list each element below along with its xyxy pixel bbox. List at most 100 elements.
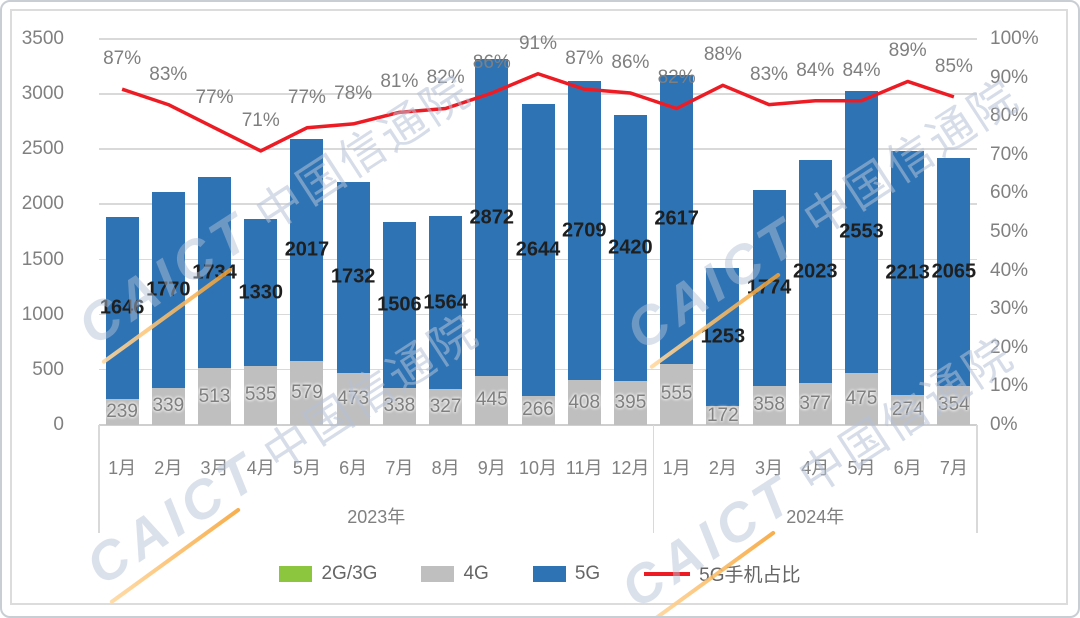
bar-segment-4g [429,388,463,425]
bar-segment-5g [244,219,278,366]
right-axis-tick: 0% [990,414,1018,435]
value-label-5g: 1646 [99,296,145,319]
value-label-4g: 377 [799,393,832,415]
left-axis-tick: 1000 [21,303,64,325]
value-label-4g: 327 [429,395,462,417]
month-label: 11月 [565,458,603,478]
bar-segment-4g [660,363,694,425]
month-label: 1月 [108,458,137,478]
percent-label: 71% [241,109,280,131]
value-label-4g: 535 [244,384,277,406]
month-label: 2月 [154,458,183,478]
bar-segment-4g [382,387,416,425]
value-label-4g: 239 [106,400,138,422]
value-label-5g: 2644 [515,238,561,261]
percent-label: 86% [611,52,650,74]
month-label: 12月 [611,458,650,478]
value-label-4g: 172 [706,404,739,426]
bar-segment-4g [521,395,555,425]
value-label-4g: 555 [660,383,693,405]
legend-label: 5G手机占比 [699,565,801,586]
value-label-4g: 408 [568,391,601,413]
right-axis-tick: 90% [990,66,1029,88]
percent-label: 81% [380,71,419,93]
left-axis-tick: 1500 [21,248,64,270]
value-label-4g: 338 [383,395,416,417]
legend-item-5g-: 5G手机占比 [644,560,801,587]
right-axis-tick: 70% [990,143,1029,165]
left-axis-tick: 500 [32,358,64,380]
bar-segment-5g [151,192,185,388]
bar-segment-5g [105,217,139,399]
percent-label: 91% [518,32,558,54]
percent-label: 83% [750,63,789,85]
value-label-5g: 1564 [423,291,468,314]
bar-segment-5g [429,216,463,389]
percent-label: 89% [888,40,927,62]
month-label: 5月 [847,458,876,478]
legend-label: 5G [574,562,601,584]
value-label-4g: 475 [845,387,878,409]
bar-segment-4g [706,406,740,425]
percent-label: 85% [934,55,973,77]
bar-segment-4g [151,387,185,425]
percent-label: 82% [657,67,696,89]
month-label: 10月 [518,458,558,478]
axis-band-separator [976,425,978,533]
bar-segment-5g [706,267,740,407]
value-label-5g: 1774 [746,276,792,299]
value-label-5g: 2872 [469,206,515,229]
value-label-4g: 395 [614,392,647,414]
legend-item-4g: 4G [421,563,489,585]
right-axis-tick: 100% [990,28,1039,49]
percent-label: 87% [565,48,604,70]
gridline [99,38,977,40]
value-label-4g: 513 [198,385,231,407]
legend-color-swatch [421,565,455,582]
legend-item-2g-3g: 2G/3G [279,563,377,585]
percent-label: 87% [103,48,142,70]
value-label-4g: 354 [938,394,970,416]
value-label-4g: 473 [337,387,370,409]
value-label-4g: 266 [522,399,554,421]
percent-label: 88% [703,44,742,66]
value-label-5g: 2553 [839,220,884,243]
right-axis-tick: 80% [990,105,1029,127]
value-label-5g: 2709 [561,219,607,242]
month-label: 4月 [246,458,275,478]
axis-band-separator [98,425,100,533]
month-label: 6月 [339,458,368,478]
year-label: 2024年 [786,507,845,527]
bar-segment-4g [567,380,601,425]
percent-label: 82% [426,67,465,89]
bar-segment-5g [891,150,925,395]
left-axis-tick: 3000 [21,83,64,105]
legend-color-swatch [279,565,313,582]
bar-segment-5g [336,181,370,373]
legend-item-5g: 5G [532,562,601,585]
value-label-5g: 1734 [192,261,237,284]
right-axis-tick: 20% [990,336,1029,358]
month-label: 2月 [708,458,737,478]
value-label-5g: 1506 [377,293,422,316]
value-label-5g: 2213 [885,261,930,284]
value-label-5g: 1330 [238,281,283,304]
bar-segment-4g [244,365,278,425]
month-label: 3月 [755,458,784,478]
bar-segment-5g [290,138,324,362]
value-label-5g: 2023 [793,260,838,283]
value-label-5g: 2617 [654,207,699,230]
value-label-5g: 2420 [608,236,653,259]
value-label-4g: 445 [475,389,508,411]
month-label: 7月 [385,458,414,478]
left-axis-tick: 3500 [21,28,64,49]
right-axis-tick: 40% [990,259,1029,281]
percent-label: 86% [472,52,511,74]
bar-segment-4g [336,372,370,425]
bar-segment-5g [798,160,832,384]
right-axis-tick: 60% [990,182,1029,204]
right-axis-tick: 30% [990,298,1029,320]
x-axis-line [99,424,977,426]
bar-segment-4g [798,383,832,425]
